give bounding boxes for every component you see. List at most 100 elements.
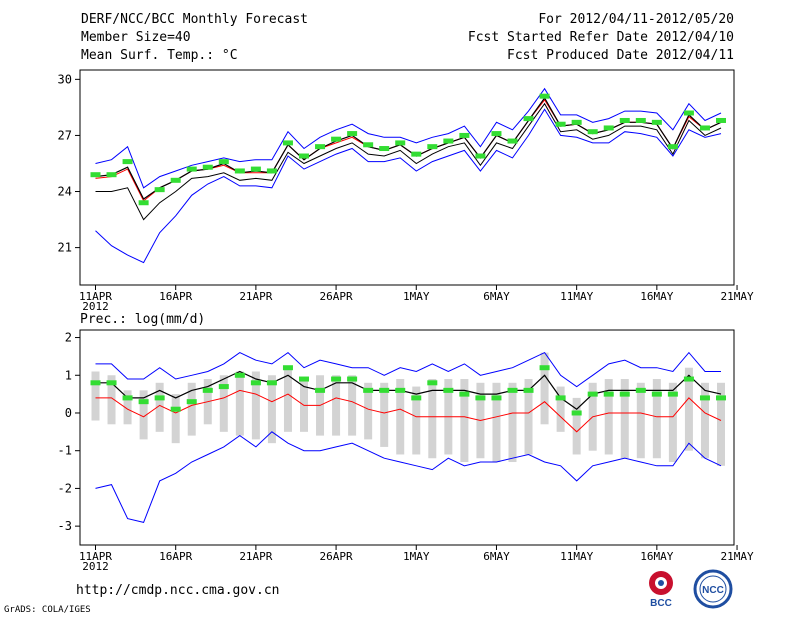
prec-member-marker bbox=[202, 387, 213, 393]
prec-spread-box bbox=[332, 375, 341, 436]
prec-ytick-label: -3 bbox=[58, 519, 72, 533]
prec-member-marker bbox=[443, 387, 454, 393]
temp-member-marker bbox=[571, 119, 582, 125]
prec-spread-box bbox=[460, 379, 469, 463]
prec-member-marker bbox=[363, 387, 374, 393]
prec-xtick-label: 1MAY bbox=[403, 550, 430, 563]
prec-spread-box bbox=[540, 352, 549, 425]
temp-xtick-label: 16MAY bbox=[640, 290, 673, 303]
temp-xtick-label: 1MAY bbox=[403, 290, 430, 303]
prec-xtick-label: 21MAY bbox=[720, 550, 753, 563]
member-size-label: Member Size=40 bbox=[81, 30, 191, 45]
prec-member-marker bbox=[170, 406, 181, 412]
prec-member-marker bbox=[315, 387, 326, 393]
temp-member-marker bbox=[683, 110, 694, 116]
temp-member-marker bbox=[154, 187, 165, 193]
temp-member-marker bbox=[699, 125, 710, 131]
chart-title: DERF/NCC/BCC Monthly Forecast bbox=[81, 12, 308, 27]
temp-member-marker bbox=[651, 119, 662, 125]
temp-member-marker bbox=[122, 159, 133, 165]
temp-ytick-label: 24 bbox=[58, 185, 72, 199]
prec-spread-box bbox=[91, 371, 100, 421]
ncc-logo: NCC bbox=[693, 569, 733, 609]
prec-spread-box bbox=[267, 375, 276, 444]
temp-member-marker bbox=[106, 172, 117, 178]
prec-member-marker bbox=[507, 387, 518, 393]
temp-member-marker bbox=[619, 117, 630, 123]
prec-member-marker bbox=[555, 395, 566, 401]
prec-spread-box bbox=[684, 367, 693, 451]
prec-member-marker bbox=[587, 391, 598, 397]
prec-spread-box bbox=[620, 379, 629, 459]
prec-member-marker bbox=[186, 399, 197, 405]
temp-ytick-label: 30 bbox=[58, 72, 72, 86]
variable-label: Mean Surf. Temp.: °C bbox=[81, 48, 238, 63]
temp-member-marker bbox=[539, 93, 550, 99]
prec-spread-box bbox=[380, 382, 389, 447]
prec-spread-box bbox=[717, 382, 725, 466]
prec-xtick-label: 16MAY bbox=[640, 550, 673, 563]
prec-spread-box bbox=[700, 382, 709, 459]
prec-spread-box bbox=[668, 382, 677, 463]
temp-year-label: 2012 bbox=[82, 300, 109, 313]
temp-member-marker bbox=[282, 140, 293, 146]
prec-spread-box bbox=[187, 382, 196, 436]
prec-member-marker bbox=[122, 395, 133, 401]
prec-spread-box bbox=[123, 390, 132, 425]
temp-member-marker bbox=[218, 159, 229, 165]
prec-spread-box bbox=[107, 375, 116, 425]
prec-spread-box bbox=[251, 371, 260, 440]
prec-member-marker bbox=[106, 380, 117, 386]
prec-xtick-label: 21APR bbox=[239, 550, 272, 563]
prec-member-marker bbox=[683, 376, 694, 382]
temp-member-marker bbox=[507, 138, 518, 144]
source-url[interactable]: http://cmdp.ncc.cma.gov.cn bbox=[76, 583, 280, 598]
prec-member-marker bbox=[699, 395, 710, 401]
prec-min-line bbox=[95, 431, 722, 523]
temp-member-marker bbox=[443, 138, 454, 144]
prec-spread-box bbox=[171, 394, 180, 444]
prec-ytick-label: -2 bbox=[58, 481, 72, 495]
temp-member-marker bbox=[138, 200, 149, 206]
prec-member-marker bbox=[379, 387, 390, 393]
temp-member-marker bbox=[587, 129, 598, 135]
prec-member-marker bbox=[619, 391, 630, 397]
prec-spread-box bbox=[396, 379, 405, 455]
prec-spread-box bbox=[508, 382, 517, 463]
temp-member-marker bbox=[266, 168, 277, 174]
prec-member-marker bbox=[282, 365, 293, 371]
prec-member-marker bbox=[331, 376, 342, 382]
temp-member-marker bbox=[491, 131, 502, 137]
prec-spread-box bbox=[219, 375, 228, 432]
prec-member-marker bbox=[266, 380, 277, 386]
temp-mean-line bbox=[95, 96, 722, 200]
prec-year-label: 2012 bbox=[82, 560, 109, 573]
temp-member-marker bbox=[411, 151, 422, 157]
produced-date: Fcst Produced Date 2012/04/11 bbox=[507, 48, 734, 63]
temp-member-marker bbox=[202, 164, 213, 170]
temp-xtick-label: 26APR bbox=[320, 290, 353, 303]
prec-spread-box bbox=[139, 390, 148, 440]
prec-spread-box bbox=[604, 379, 613, 455]
temp-xtick-label: 11MAY bbox=[560, 290, 593, 303]
prec-spread-box bbox=[412, 386, 421, 455]
temp-member-marker bbox=[331, 136, 342, 142]
ncc-logo-text: NCC bbox=[702, 585, 724, 596]
prec-member-marker bbox=[299, 376, 309, 382]
temp-member-marker bbox=[315, 144, 326, 150]
temp-member-marker bbox=[635, 117, 646, 123]
temp-frame bbox=[79, 69, 735, 286]
prec-ytick-label: 2 bbox=[65, 331, 72, 345]
prec-spread-box bbox=[155, 382, 164, 432]
temp-member-marker bbox=[603, 125, 614, 131]
prec-spread-box bbox=[652, 379, 661, 459]
temp-xtick-label: 6MAY bbox=[483, 290, 510, 303]
prec-member-marker bbox=[459, 391, 470, 397]
temp-member-marker bbox=[667, 144, 678, 150]
bcc-logo: BCC bbox=[649, 571, 673, 609]
forecast-period: For 2012/04/11-2012/05/20 bbox=[538, 12, 734, 27]
prec-xtick-label: 11APR bbox=[79, 550, 112, 563]
prec-spread-box bbox=[556, 386, 565, 432]
temp-low-line bbox=[95, 102, 722, 221]
